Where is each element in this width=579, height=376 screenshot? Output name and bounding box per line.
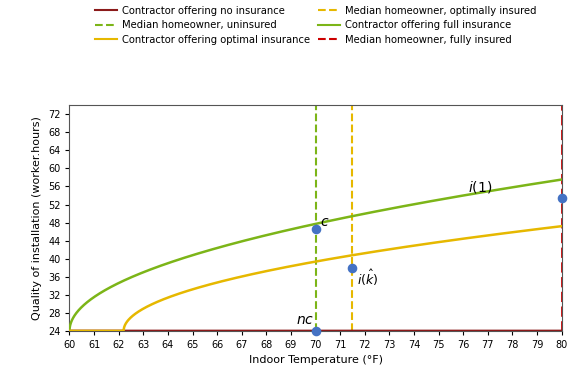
Text: $i(1)$: $i(1)$: [468, 179, 492, 194]
Point: [348, 265, 357, 271]
Text: $i(\hat{k})$: $i(\hat{k})$: [357, 268, 379, 288]
Point: [557, 195, 566, 201]
Point: [311, 226, 320, 232]
Text: $nc$: $nc$: [296, 313, 314, 327]
Text: $c$: $c$: [321, 215, 330, 229]
X-axis label: Indoor Temperature (°F): Indoor Temperature (°F): [248, 355, 383, 365]
Point: [311, 328, 320, 334]
Legend: Contractor offering no insurance, Median homeowner, uninsured, Contractor offeri: Contractor offering no insurance, Median…: [91, 2, 540, 49]
Y-axis label: Quality of installation (worker.hours): Quality of installation (worker.hours): [32, 116, 42, 320]
